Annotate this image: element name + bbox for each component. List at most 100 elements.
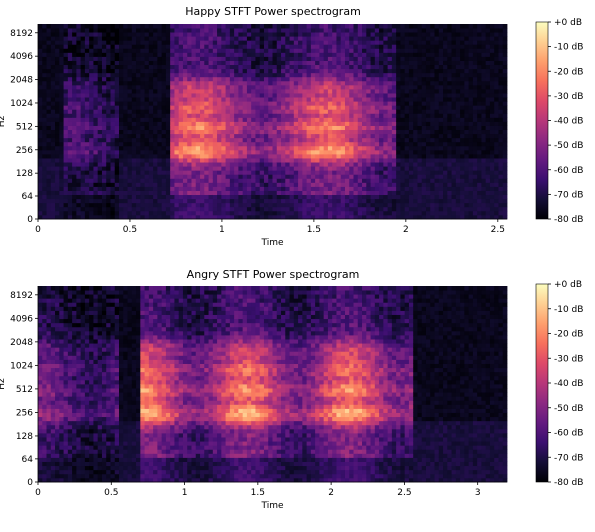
heatmap-cell xyxy=(379,162,384,167)
heatmap-cell xyxy=(182,214,188,220)
heatmap-cell xyxy=(298,105,303,110)
heatmap-cell xyxy=(225,72,231,78)
heatmap-cell xyxy=(123,56,128,61)
heatmap-cell xyxy=(259,206,265,212)
heatmap-cell xyxy=(140,113,145,118)
heatmap-cell xyxy=(170,36,175,41)
heatmap-cell xyxy=(362,84,367,90)
heatmap-cell xyxy=(259,210,265,216)
heatmap-cell xyxy=(319,28,325,33)
heatmap-cell xyxy=(276,40,282,45)
heatmap-cell xyxy=(148,198,154,204)
heatmap-cell xyxy=(272,72,278,78)
heatmap-cell xyxy=(55,80,60,86)
heatmap-cell xyxy=(272,174,278,179)
heatmap-cell xyxy=(344,178,350,183)
heatmap-cell xyxy=(165,137,171,143)
heatmap-cell xyxy=(281,97,286,102)
heatmap-cell xyxy=(200,158,205,163)
heatmap-cell xyxy=(349,28,354,33)
heatmap-cell xyxy=(234,97,239,102)
heatmap-cell xyxy=(101,194,107,200)
heatmap-cell xyxy=(323,56,329,61)
heatmap-cell xyxy=(353,76,359,82)
heatmap-cell xyxy=(353,32,359,37)
heatmap-cell xyxy=(353,129,359,135)
heatmap-cell xyxy=(413,158,418,163)
heatmap-cell xyxy=(242,24,248,29)
heatmap-cell xyxy=(72,137,77,143)
heatmap-cell xyxy=(302,48,308,53)
heatmap-cell xyxy=(110,129,116,135)
heatmap-cell xyxy=(396,137,401,143)
heatmap-cell xyxy=(383,117,389,122)
heatmap-cell xyxy=(468,214,474,220)
heatmap-cell xyxy=(148,113,154,118)
heatmap-cell xyxy=(263,76,269,82)
heatmap-cell xyxy=(391,109,397,114)
heatmap-cell xyxy=(477,93,482,98)
heatmap-cell xyxy=(434,32,440,37)
heatmap-cell xyxy=(468,137,474,143)
heatmap-cell xyxy=(238,52,244,57)
heatmap-cell xyxy=(221,137,226,143)
heatmap-cell xyxy=(144,109,150,114)
heatmap-cell xyxy=(400,149,406,155)
heatmap-cell xyxy=(396,24,401,29)
heatmap-cell xyxy=(472,36,478,41)
heatmap-cell xyxy=(119,109,124,114)
heatmap-cell xyxy=(157,166,163,171)
heatmap-cell xyxy=(357,101,363,106)
heatmap-cell xyxy=(212,101,218,106)
heatmap-cell xyxy=(319,182,325,187)
heatmap-cell xyxy=(413,178,418,183)
heatmap-cell xyxy=(460,68,465,74)
heatmap-cell xyxy=(468,145,474,151)
heatmap-cell xyxy=(131,129,137,135)
heatmap-cell xyxy=(165,125,171,131)
heatmap-cell xyxy=(221,133,226,139)
heatmap-cell xyxy=(234,214,239,220)
heatmap-cell xyxy=(281,48,286,53)
heatmap-cell xyxy=(97,44,103,49)
heatmap-cell xyxy=(161,28,167,33)
heatmap-cell xyxy=(400,137,406,143)
heatmap-cell xyxy=(110,149,116,155)
heatmap-cell xyxy=(114,117,120,122)
heatmap-cell xyxy=(114,210,120,216)
heatmap-cell xyxy=(242,210,248,216)
heatmap-cell xyxy=(391,182,397,187)
heatmap-cell xyxy=(421,84,427,90)
heatmap-cell xyxy=(140,186,145,191)
heatmap-cell xyxy=(80,121,86,126)
heatmap-cell xyxy=(76,64,82,70)
heatmap-cell xyxy=(281,52,286,57)
heatmap-cell xyxy=(170,105,175,110)
heatmap-cell xyxy=(451,40,457,45)
heatmap-cell xyxy=(447,137,452,143)
heatmap-cell xyxy=(315,170,320,175)
heatmap-cell xyxy=(425,80,431,86)
heatmap-cell xyxy=(404,60,410,66)
heatmap-cell xyxy=(217,162,222,167)
heatmap-cell xyxy=(208,105,214,110)
heatmap-cell xyxy=(67,52,73,57)
heatmap-cell xyxy=(447,206,452,212)
heatmap-cell xyxy=(447,84,452,90)
heatmap-cell xyxy=(413,72,418,78)
heatmap-cell xyxy=(80,137,86,143)
heatmap-cell xyxy=(276,48,282,53)
heatmap-cell xyxy=(229,170,235,175)
heatmap-cell xyxy=(165,190,171,196)
heatmap-cell xyxy=(127,56,133,61)
heatmap-cell xyxy=(225,166,231,171)
heatmap-cell xyxy=(200,198,205,204)
heatmap-cell xyxy=(217,97,222,102)
heatmap-cell xyxy=(161,32,167,37)
heatmap-cell xyxy=(413,52,418,57)
heatmap-cell xyxy=(438,137,444,143)
heatmap-cell xyxy=(178,24,184,29)
heatmap-cell xyxy=(387,121,393,126)
heatmap-cell xyxy=(383,170,389,175)
heatmap-cell xyxy=(242,44,248,49)
